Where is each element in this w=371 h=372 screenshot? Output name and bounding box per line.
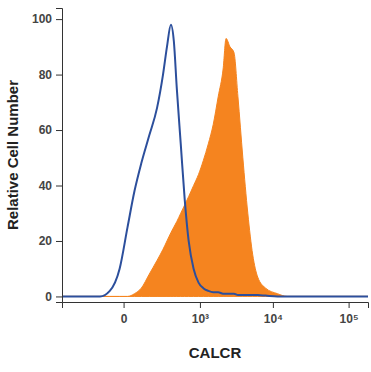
y-tick-label: 100 (32, 12, 52, 26)
y-axis-line (56, 9, 63, 303)
y-tick-label: 60 (39, 123, 53, 137)
y-tick: 80 (39, 68, 62, 82)
x-axis-title: CALCR (189, 344, 242, 361)
histogram-area (62, 39, 368, 297)
y-tick: 100 (32, 12, 62, 26)
x-tick-mark (200, 302, 201, 308)
y-tick: 40 (39, 179, 62, 193)
histogram-line (62, 25, 368, 297)
y-tick-mark (56, 241, 62, 242)
x-tick: 0 (121, 302, 128, 326)
x-tick-mark (273, 302, 274, 308)
y-tick: 0 (45, 290, 62, 304)
y-axis: 0 20 40 60 80 100 (32, 9, 63, 304)
y-tick-mark (56, 296, 62, 297)
y-tick-label: 20 (39, 234, 53, 248)
x-tick-label: 10³ (192, 312, 209, 326)
x-tick-label: 0 (121, 312, 128, 326)
y-tick-label: 40 (39, 179, 53, 193)
y-tick-mark (56, 130, 62, 131)
y-tick-mark (56, 186, 62, 187)
plot-area (62, 25, 368, 297)
x-tick-label: 10⁴ (264, 312, 283, 326)
x-tick: 10³ (192, 302, 209, 326)
y-tick: 60 (39, 123, 62, 137)
x-tick-label: 10⁵ (340, 312, 359, 326)
y-tick-label: 0 (45, 290, 52, 304)
x-tick: 10⁴ (264, 302, 283, 326)
y-tick-mark (56, 75, 62, 76)
y-tick: 20 (39, 234, 62, 248)
chart: 0 10³ 10⁴ 10⁵ 0 20 40 60 80 100 CALCR Relative Cell… (0, 0, 371, 372)
y-tick-label: 80 (39, 68, 53, 82)
x-axis-line (63, 303, 369, 309)
x-tick-mark (349, 302, 350, 308)
y-tick-mark (56, 19, 62, 20)
y-axis-title: Relative Cell Number (4, 80, 21, 230)
x-axis: 0 10³ 10⁴ 10⁵ (63, 302, 369, 326)
x-tick: 10⁵ (340, 302, 359, 326)
x-tick-mark (124, 302, 125, 308)
